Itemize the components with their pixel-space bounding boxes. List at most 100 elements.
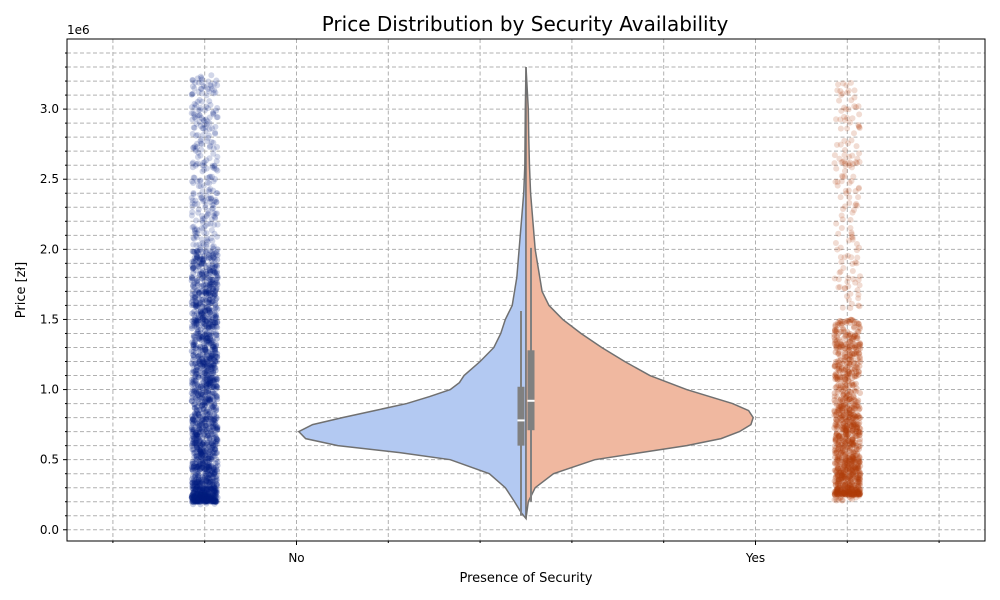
- strip-point: [196, 492, 203, 499]
- strip-point: [198, 440, 205, 447]
- strip-point: [202, 264, 209, 271]
- strip-point: [199, 389, 206, 396]
- strip-point: [204, 495, 211, 502]
- strip-point: [834, 465, 841, 472]
- strip-point: [193, 387, 200, 394]
- strip-point: [198, 260, 205, 267]
- strip-point: [194, 420, 201, 427]
- strip-point: [210, 285, 217, 292]
- strip-point: [209, 469, 216, 476]
- strip-point: [213, 392, 220, 399]
- strip-point: [212, 89, 219, 96]
- strip-point: [210, 294, 217, 301]
- strip-point: [210, 343, 217, 350]
- strip-point: [203, 363, 210, 370]
- strip-point: [193, 303, 200, 310]
- strip-point: [191, 124, 198, 131]
- strip-point: [193, 275, 200, 282]
- strip-point: [199, 299, 206, 306]
- strip-point: [203, 378, 210, 385]
- strip-point: [201, 416, 208, 423]
- strip-point: [198, 457, 205, 464]
- strip-point: [211, 163, 218, 170]
- strip-point: [206, 379, 213, 386]
- strip-point: [204, 468, 211, 475]
- strip-point: [207, 268, 214, 275]
- strip-point: [213, 450, 220, 457]
- strip-point: [192, 421, 199, 428]
- strip-point: [214, 393, 221, 400]
- strip-point: [190, 333, 197, 340]
- strip-point: [205, 255, 212, 262]
- strip-point: [193, 495, 200, 502]
- strip-point: [192, 377, 199, 384]
- strip-point: [199, 360, 206, 367]
- strip-point: [197, 492, 204, 499]
- strip-point: [205, 388, 212, 395]
- strip-point: [203, 281, 210, 288]
- strip-point: [212, 300, 219, 307]
- strip-point: [211, 288, 218, 295]
- strip-point: [214, 143, 221, 150]
- strip-point: [195, 415, 202, 422]
- strip-point: [199, 402, 206, 409]
- strip-point: [211, 450, 218, 457]
- strip-point: [194, 317, 201, 324]
- strip-point: [203, 192, 210, 199]
- strip-point: [194, 154, 201, 161]
- strip-point: [199, 303, 206, 310]
- strip-point: [201, 432, 208, 439]
- strip-point: [189, 362, 196, 369]
- strip-point: [194, 370, 201, 377]
- strip-point: [213, 404, 220, 411]
- strip-point: [845, 332, 852, 339]
- strip-point: [190, 420, 197, 427]
- strip-point: [208, 362, 215, 369]
- strip-point: [209, 374, 216, 381]
- strip-point: [203, 336, 210, 343]
- strip-point: [199, 240, 206, 247]
- strip-point: [199, 384, 206, 391]
- strip-point: [195, 303, 202, 310]
- strip-point: [205, 195, 212, 202]
- strip-point: [203, 288, 210, 295]
- strip-point: [202, 285, 209, 292]
- strip-point: [199, 369, 206, 376]
- strip-point: [204, 400, 211, 407]
- strip-point: [199, 363, 206, 370]
- strip-point: [199, 359, 206, 366]
- strip-point: [213, 487, 220, 494]
- strip-point: [209, 298, 216, 305]
- strip-point: [196, 317, 203, 324]
- strip-point: [199, 485, 206, 492]
- strip-point: [205, 493, 212, 500]
- strip-point: [209, 491, 216, 498]
- strip-point: [213, 476, 220, 483]
- strip-point: [189, 415, 196, 422]
- strip-point: [843, 106, 850, 113]
- strip-point: [849, 382, 856, 389]
- strip-point: [190, 223, 197, 230]
- strip-point: [195, 227, 202, 234]
- strip-point: [207, 498, 214, 505]
- strip-point: [840, 327, 847, 334]
- strip-point: [204, 335, 211, 342]
- strip-point: [193, 448, 200, 455]
- strip-point: [195, 372, 202, 379]
- strip-point: [196, 429, 203, 436]
- strip-point: [210, 187, 217, 194]
- strip-point: [839, 402, 846, 409]
- strip-point: [198, 90, 205, 97]
- strip-point: [192, 373, 199, 380]
- strip-point: [209, 243, 216, 250]
- strip-point: [214, 396, 221, 403]
- strip-point: [199, 484, 206, 491]
- strip-point: [200, 125, 207, 132]
- strip-point: [198, 275, 205, 282]
- strip-point: [192, 496, 199, 503]
- strip-point: [212, 251, 219, 258]
- strip-point: [213, 285, 220, 292]
- strip-point: [203, 494, 210, 501]
- strip-point: [189, 460, 196, 467]
- strip-point: [194, 353, 201, 360]
